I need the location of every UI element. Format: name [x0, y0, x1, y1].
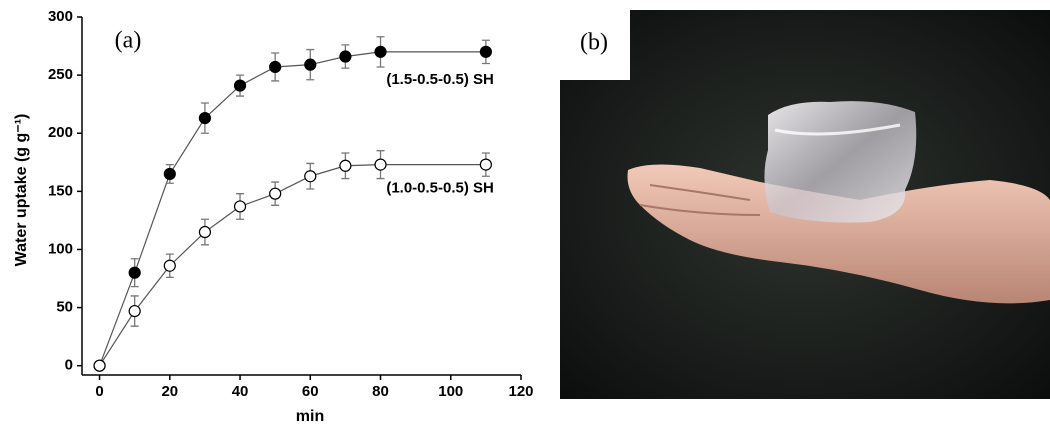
data-point [270, 61, 281, 72]
data-point [235, 80, 246, 91]
data-point [94, 360, 105, 371]
series-line [100, 52, 486, 366]
data-point [199, 113, 210, 124]
y-tick-label: 300 [48, 8, 73, 25]
series-label: (1.5-0.5-0.5) SH [386, 71, 494, 88]
chart: (a) min Water uptake (g g⁻¹) 0 50 100 150 20… [13, 8, 533, 424]
x-tick-label: 120 [508, 383, 533, 400]
data-point [480, 46, 491, 57]
x-tick-label: 0 [95, 383, 103, 400]
panel-label: (a) [115, 28, 142, 54]
y-tick-label: 200 [48, 124, 73, 141]
data-point [164, 260, 175, 271]
data-point [164, 168, 175, 179]
data-point [129, 267, 140, 278]
y-axis-label: Water uptake (g g⁻¹) [13, 114, 30, 267]
y-tick-label: 100 [48, 240, 73, 257]
y-tick-label: 250 [48, 66, 73, 83]
data-point [480, 159, 491, 170]
y-tick-label: 0 [65, 357, 73, 374]
photo: (b) [560, 10, 1050, 399]
x-tick-label: 20 [161, 383, 178, 400]
data-point [340, 160, 351, 171]
data-point [129, 306, 140, 317]
data-point [199, 227, 210, 238]
x-tick-label: 40 [232, 383, 249, 400]
data-point [305, 171, 316, 182]
y-tick-label: 50 [56, 299, 73, 316]
y-tick-label: 150 [48, 182, 73, 199]
data-point [235, 201, 246, 212]
x-tick-label: 80 [372, 383, 389, 400]
data-point [375, 46, 386, 57]
x-axis-label: min [296, 408, 324, 424]
x-tick-label: 60 [302, 383, 319, 400]
series-label: (1.0-0.5-0.5) SH [386, 180, 494, 197]
data-point [375, 159, 386, 170]
hydrogel [764, 101, 916, 222]
data-point [305, 59, 316, 70]
figure: (b) (a) min Water uptake (g g⁻¹) 0 50 100 1… [0, 0, 1050, 424]
data-point [340, 51, 351, 62]
data-point [270, 188, 281, 199]
x-tick-label: 100 [438, 383, 463, 400]
panel-label: (b) [580, 30, 608, 56]
